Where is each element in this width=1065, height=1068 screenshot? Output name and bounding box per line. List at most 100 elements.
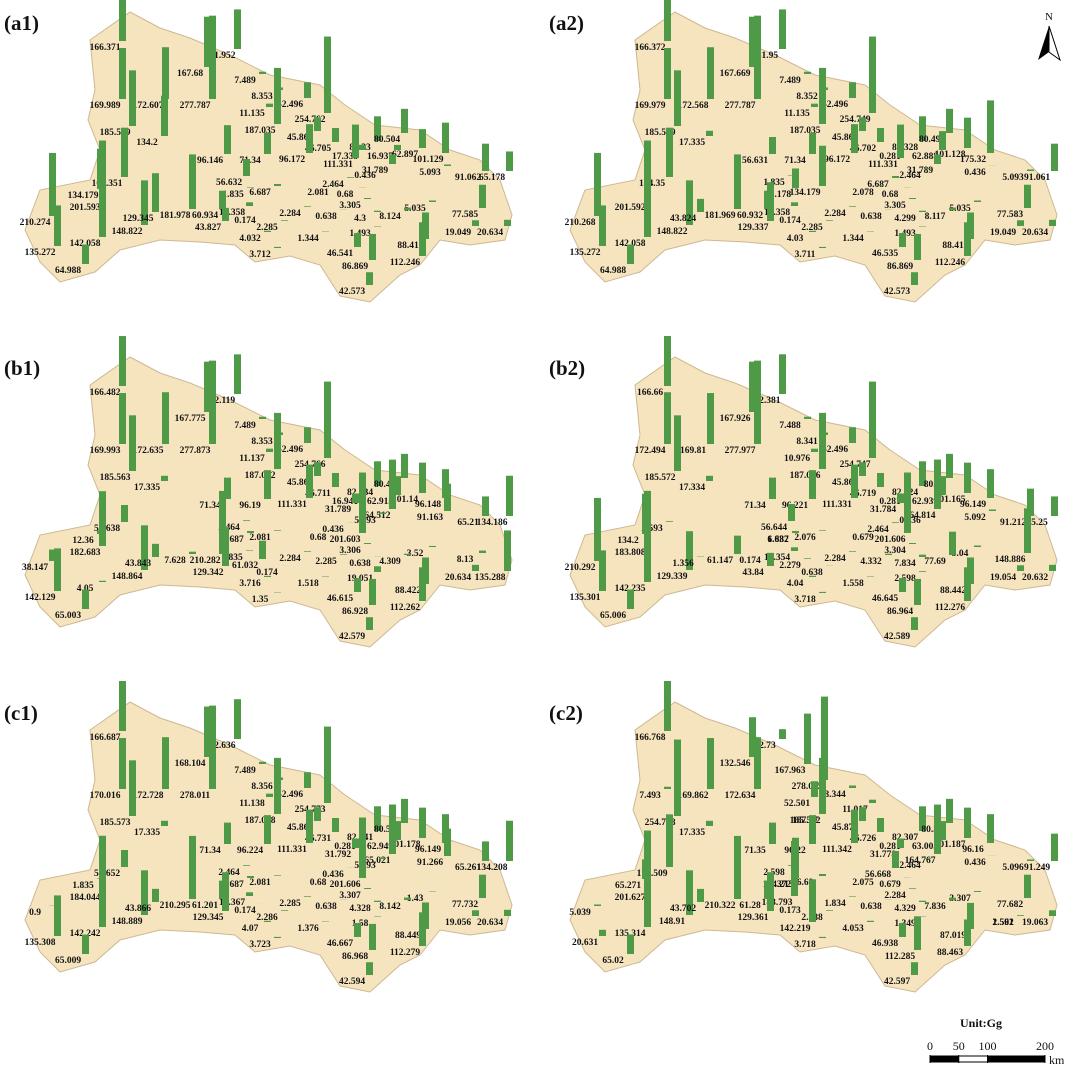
emission-bar (152, 543, 159, 557)
emission-bar (306, 124, 313, 153)
value-label: 5.093 (419, 168, 441, 178)
value-label: 0.68 (882, 190, 899, 200)
emission-bar (99, 835, 106, 891)
scale-unit: km (1049, 1053, 1065, 1067)
value-label: 148.822 (657, 227, 688, 237)
emission-bar (686, 180, 693, 225)
value-label: 82.307 (892, 833, 918, 843)
emission-bar (264, 132, 271, 154)
emission-bar (809, 230, 816, 232)
emission-bar (892, 522, 899, 523)
emission-bar (644, 140, 651, 201)
value-label: 132.119 (205, 396, 236, 406)
value-label: 210.295 (160, 901, 191, 911)
emission-bar (224, 125, 231, 154)
value-label: 46.702 (850, 144, 876, 154)
value-label: 6.687 (222, 535, 244, 545)
value-label: 86.968 (342, 952, 368, 962)
value-label: 11.135 (239, 109, 265, 119)
emission-bar (919, 461, 926, 486)
value-label: 210.274 (20, 218, 51, 228)
emission-bar (934, 804, 941, 854)
value-label: 129.345 (123, 214, 154, 224)
emission-bar (964, 807, 971, 838)
value-label: 2.464 (899, 171, 921, 181)
emission-bar (697, 888, 704, 902)
value-label: 42.573 (339, 287, 365, 297)
emission-bar (209, 705, 216, 789)
value-label: 0.638 (349, 559, 371, 569)
value-label: 65.271 (615, 881, 641, 891)
emission-bar (924, 858, 931, 859)
value-label: 164.35 (639, 179, 665, 189)
value-label: 2.081 (307, 188, 329, 198)
emission-bar (374, 210, 381, 212)
emission-bar (141, 870, 148, 915)
emission-bar (791, 202, 798, 206)
map-panel: (b1) 166.482 132.119 167.775 7.489 169.993 172… (4, 336, 513, 648)
value-label: 4.329 (894, 904, 916, 914)
emission-bar (869, 36, 876, 113)
value-label: 185.572 (645, 473, 676, 483)
north-label: N (1045, 11, 1053, 23)
value-label: 1.832 (767, 535, 789, 545)
emission-bar (419, 567, 426, 601)
value-label: 111.331 (868, 160, 898, 170)
value-label: 134.186 (477, 518, 508, 528)
value-label: 142.058 (615, 239, 646, 249)
emission-bar (366, 272, 373, 285)
emission-bar (1051, 143, 1058, 171)
value-label: 187.035 (790, 126, 821, 136)
emission-bar (374, 900, 381, 902)
emission-bar (946, 453, 953, 478)
emission-bar (819, 873, 826, 876)
emission-bar (826, 910, 833, 911)
value-label: 96.172 (824, 155, 850, 165)
emission-bar (851, 464, 858, 498)
value-label: 71.34 (784, 156, 806, 166)
value-label: 185.529 (100, 128, 131, 138)
emission-bar (987, 814, 994, 843)
value-label: 0.638 (860, 212, 882, 222)
emission-bar (749, 361, 756, 412)
emission-bar (204, 706, 211, 757)
value-label: 65.02 (602, 956, 624, 966)
value-label: 277.873 (180, 446, 211, 456)
emission-bar (401, 108, 408, 133)
emission-bar (706, 820, 713, 826)
value-label: 175.509 (637, 869, 668, 879)
emission-bar (119, 680, 126, 731)
emission-bar (304, 206, 311, 207)
value-label: 91.061 (1024, 173, 1050, 183)
emission-bar (152, 173, 159, 212)
value-label: 142.235 (615, 584, 646, 594)
value-label: 187.07 (792, 816, 818, 826)
emission-bar (264, 575, 271, 577)
value-label: 43.866 (125, 904, 151, 914)
emission-bar (849, 551, 856, 552)
emission-bar (594, 152, 601, 216)
emission-bar (939, 476, 946, 495)
emission-bar (369, 923, 376, 950)
emission-bar (767, 552, 774, 566)
emission-bar (479, 184, 486, 208)
emission-bar (919, 806, 926, 831)
emission-bar (119, 393, 126, 444)
value-label: 167.775 (175, 414, 206, 424)
emission-bar (859, 462, 866, 476)
value-label: 11.135 (784, 109, 810, 119)
value-label: 1.835 (763, 178, 785, 188)
emission-bar (939, 821, 946, 840)
value-label: 46.541 (327, 249, 353, 259)
emission-bar (121, 850, 128, 867)
emission-bar (247, 187, 254, 188)
value-label: 172.634 (725, 791, 756, 801)
emission-bar (849, 896, 856, 897)
emission-bar (987, 100, 994, 153)
emission-bar (819, 530, 826, 531)
value-label: 134.208 (477, 863, 508, 873)
emission-bar (1024, 508, 1031, 553)
emission-bar (664, 336, 671, 386)
emission-bar (369, 578, 376, 605)
emission-bar (788, 504, 795, 521)
